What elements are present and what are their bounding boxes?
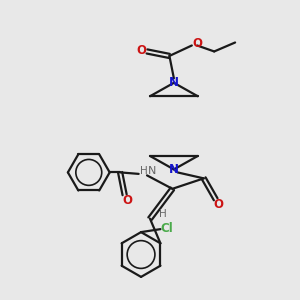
Text: O: O <box>123 194 133 207</box>
Text: N: N <box>148 166 157 176</box>
Text: O: O <box>192 38 202 50</box>
Text: H: H <box>140 166 147 176</box>
Text: N: N <box>169 163 179 176</box>
Text: H: H <box>159 209 167 219</box>
Text: O: O <box>136 44 147 57</box>
Text: N: N <box>169 76 179 89</box>
Text: O: O <box>214 198 224 211</box>
Text: Cl: Cl <box>160 222 173 235</box>
